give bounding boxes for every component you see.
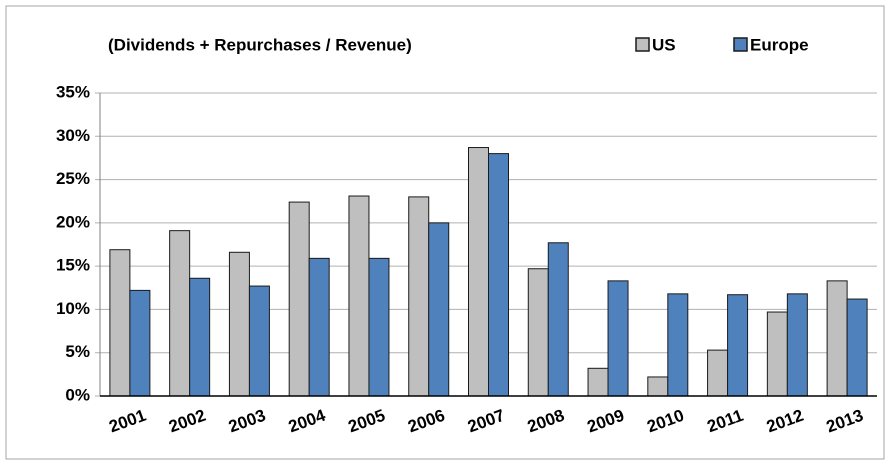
- y-tick-label: 20%: [56, 212, 90, 231]
- bar: [189, 277, 211, 397]
- chart-title: (Dividends + Repurchases / Revenue): [108, 35, 412, 54]
- bar: [707, 349, 729, 397]
- x-tick-label: 2009: [585, 406, 627, 437]
- bar: [348, 195, 370, 397]
- bar: [488, 153, 509, 397]
- y-tick-label: 30%: [56, 126, 90, 145]
- legend-label: US: [652, 35, 676, 54]
- legend-swatch: [733, 37, 748, 52]
- bar: [228, 251, 250, 397]
- y-tick-label: 0%: [65, 385, 90, 404]
- legend-swatch: [635, 37, 650, 52]
- bar: [428, 222, 450, 397]
- y-tick-label: 10%: [56, 299, 90, 318]
- bar: [846, 298, 868, 397]
- x-tick-label: 2013: [824, 406, 866, 437]
- bar: [766, 311, 788, 397]
- chart-frame: [5, 5, 885, 460]
- x-tick-label: 2007: [465, 406, 507, 437]
- y-tick-label: 25%: [56, 169, 90, 188]
- x-tick-label: 2011: [705, 406, 746, 436]
- bar: [667, 293, 689, 397]
- bar: [129, 289, 151, 397]
- bar: [109, 249, 131, 397]
- y-tick-label: 15%: [56, 256, 90, 275]
- x-tick-label: 2008: [525, 406, 567, 437]
- legend-label: Europe: [750, 35, 809, 54]
- bar: [727, 294, 749, 397]
- bar: [647, 376, 669, 397]
- y-tick-label: 5%: [65, 342, 90, 361]
- bar: [786, 293, 808, 397]
- bar: [248, 285, 270, 397]
- x-tick-label: 2001: [107, 406, 149, 437]
- bar: [527, 268, 549, 397]
- x-tick-label: 2004: [286, 405, 329, 436]
- bar: [468, 147, 489, 397]
- x-tick-label: 2002: [166, 406, 208, 437]
- bar: [826, 280, 848, 397]
- y-tick-label: 35%: [56, 82, 90, 101]
- bar: [169, 230, 191, 397]
- x-tick-label: 2012: [764, 406, 806, 437]
- bar: [587, 367, 609, 397]
- bar: [607, 280, 629, 397]
- bar: [288, 201, 310, 397]
- bar: [408, 196, 430, 397]
- x-tick-label: 2010: [644, 406, 686, 437]
- x-tick-label: 2003: [226, 406, 268, 437]
- bar: [547, 242, 569, 397]
- x-tick-label: 2005: [346, 406, 388, 437]
- bar: [308, 257, 330, 397]
- bar: [368, 257, 390, 397]
- x-tick-label: 2006: [405, 406, 447, 437]
